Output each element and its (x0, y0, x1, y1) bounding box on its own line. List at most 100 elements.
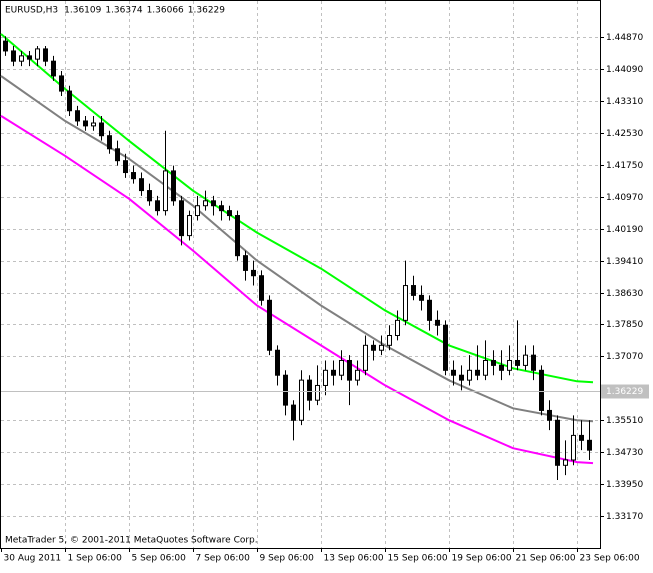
candle-body (323, 369, 328, 386)
candle-body (355, 369, 360, 381)
y-tick-label: 1.44090 (606, 65, 643, 75)
candle-body (539, 369, 544, 411)
candle-body (115, 148, 120, 162)
x-tick-label: 7 Sep 06:00 (196, 554, 251, 564)
candle-body (251, 269, 256, 277)
candle-body (555, 419, 560, 466)
candle-body (67, 90, 72, 112)
candle-body (371, 344, 376, 351)
x-tick-label: 21 Sep 06:00 (516, 554, 576, 564)
x-tick-label: 9 Sep 06:00 (260, 554, 315, 564)
candle-body (571, 434, 576, 461)
candle-body (523, 354, 528, 366)
candle-body (219, 205, 224, 212)
candle-body (299, 379, 304, 421)
candle-body (443, 324, 448, 371)
candle-body (267, 299, 272, 351)
candle-body (347, 359, 352, 381)
chart-title: EURUSD,H3 (5, 6, 58, 16)
candle-body (19, 55, 24, 62)
candle-body (139, 178, 144, 192)
candle-body (467, 369, 472, 381)
price-label: 1.36229 (606, 387, 643, 397)
x-tick-label: 23 Sep 06:00 (580, 554, 640, 564)
header-value: 1.36109 (64, 6, 101, 16)
candle-body (491, 359, 496, 366)
candle-body (235, 215, 240, 257)
y-tick-label: 1.43310 (606, 97, 643, 107)
candle-body (379, 344, 384, 351)
candle-body (187, 215, 192, 237)
y-tick-label: 1.35510 (606, 416, 643, 426)
candle-body (275, 349, 280, 376)
candle-body (195, 205, 200, 217)
footer: MetaTrader 5, © 2001-2011 MetaQuotes Sof… (5, 536, 258, 546)
x-tick-label: 19 Sep 06:00 (452, 554, 512, 564)
candle-body (531, 354, 536, 371)
candle-body (99, 122, 104, 137)
header-value: 1.36374 (105, 6, 142, 16)
candle-body (35, 48, 40, 60)
candle-body (147, 190, 152, 202)
candle-body (459, 374, 464, 381)
candle-body (203, 200, 208, 207)
y-tick-label: 1.34730 (606, 448, 643, 458)
candle-body (75, 110, 80, 122)
y-tick-label: 1.33170 (606, 512, 643, 522)
candle-body (43, 48, 48, 62)
candle-body (475, 369, 480, 376)
y-tick-label: 1.40190 (606, 225, 643, 235)
x-tick-label: 1 Sep 06:00 (68, 554, 123, 564)
candle-body (435, 319, 440, 326)
y-tick-label: 1.37850 (606, 320, 643, 330)
plot-frame (0, 0, 601, 549)
candle-body (387, 335, 392, 346)
candle-body (331, 369, 336, 376)
candle-body (3, 40, 8, 52)
candle-body (27, 55, 32, 60)
y-tick-label: 1.33950 (606, 480, 643, 490)
candle-body (419, 294, 424, 301)
y-tick-label: 1.37070 (606, 352, 643, 362)
candle-body (499, 364, 504, 371)
envelope-line (0, 33, 594, 384)
candle-body (155, 200, 160, 212)
candle-body (579, 434, 584, 441)
candle-body (107, 135, 112, 150)
candle-body (227, 210, 232, 217)
candle-body (211, 200, 216, 207)
y-tick-label: 1.44870 (606, 33, 643, 43)
candle-body (283, 374, 288, 406)
y-tick-label: 1.41750 (606, 161, 643, 171)
price-label-box (601, 384, 649, 399)
candle-body (515, 359, 520, 366)
candle-body (403, 285, 408, 321)
envelope-line (0, 115, 594, 465)
candle-body (427, 299, 432, 321)
candle-body (259, 275, 264, 301)
candle-body (91, 122, 96, 127)
candle-body (307, 379, 312, 401)
candle-body (163, 170, 168, 212)
candle-body (179, 200, 184, 237)
candle-body (411, 285, 416, 296)
grid (1, 1, 600, 548)
candle-body (547, 409, 552, 421)
candle-body (83, 120, 88, 127)
x-tick-label: 13 Sep 06:00 (324, 554, 384, 564)
candle-body (507, 359, 512, 371)
candle-body (243, 255, 248, 271)
candle-body (11, 50, 16, 62)
y-tick-label: 1.40970 (606, 193, 643, 203)
candle-body (363, 344, 368, 371)
x-tick-label: 30 Aug 2011 (4, 554, 62, 564)
candle-body (59, 75, 64, 92)
y-tick-label: 1.39410 (606, 257, 643, 267)
candle-body (51, 60, 56, 77)
y-tick-label: 1.38630 (606, 289, 643, 299)
candle-body (563, 459, 568, 466)
candle-body (315, 384, 320, 401)
x-tick-label: 15 Sep 06:00 (388, 554, 448, 564)
candle-body (395, 319, 400, 337)
